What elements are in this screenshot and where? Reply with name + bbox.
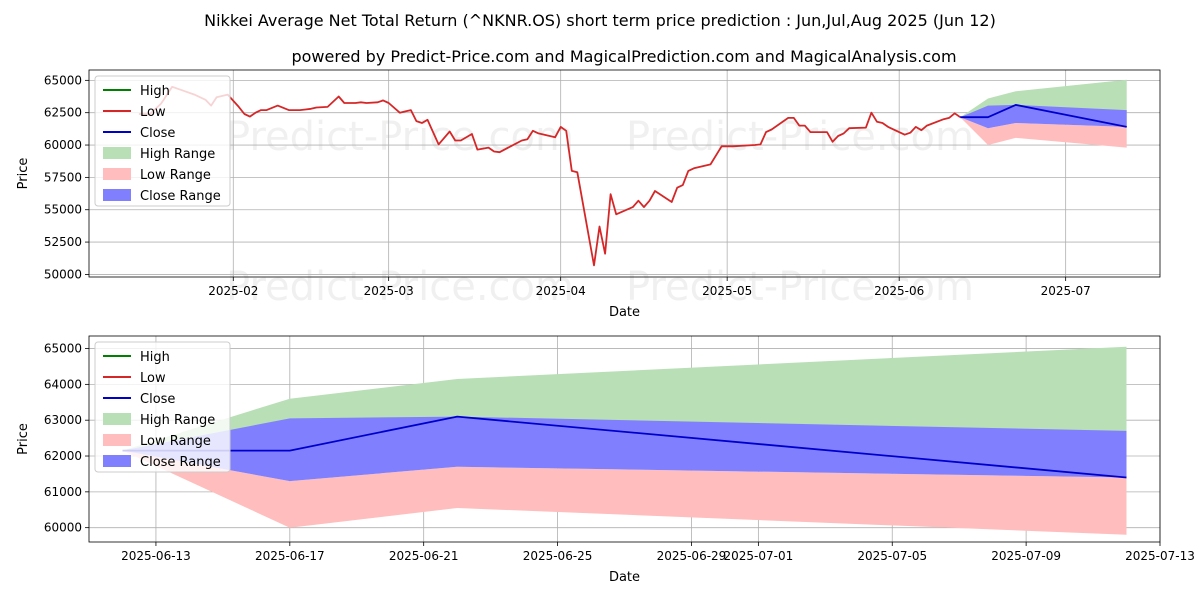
low-range-band — [122, 450, 1127, 535]
y-tick-label: 60000 — [44, 521, 82, 535]
legend-label: Low — [140, 105, 166, 120]
x-tick-label: 2025-06-13 — [121, 549, 191, 563]
x-tick-label: 2025-07-13 — [1125, 549, 1195, 563]
legend-label: Low Range — [140, 434, 211, 449]
legend-swatch — [103, 168, 131, 180]
plot-area — [138, 79, 1127, 267]
legend-label: Close — [140, 126, 175, 141]
x-axis-label: Date — [609, 305, 640, 320]
y-tick-label: 61000 — [44, 485, 82, 499]
y-tick-label: 62500 — [44, 106, 82, 120]
y-tick-label: 64000 — [44, 377, 82, 391]
y-tick-label: 52500 — [44, 235, 82, 249]
x-tick-label: 2025-06-29 — [657, 549, 727, 563]
x-tick-label: 2025-07-01 — [724, 549, 794, 563]
x-tick-label: 2025-05 — [702, 284, 752, 298]
watermark-text: Predict-Price.com — [226, 264, 574, 310]
legend-label: High Range — [140, 147, 215, 162]
x-tick-label: 2025-06-25 — [523, 549, 593, 563]
y-tick-label: 57500 — [44, 170, 82, 184]
y-tick-label: 63000 — [44, 413, 82, 427]
x-tick-label: 2025-06 — [874, 284, 924, 298]
x-tick-label: 2025-07-05 — [857, 549, 927, 563]
watermark-text: Predict-Price.com — [626, 114, 974, 160]
y-tick-label: 55000 — [44, 203, 82, 217]
x-tick-label: 2025-07 — [1041, 284, 1091, 298]
legend-label: High — [140, 350, 170, 365]
plot-frame — [88, 335, 1161, 543]
y-tick-label: 50000 — [44, 267, 82, 281]
x-tick-label: 2025-03 — [364, 284, 414, 298]
y-tick-label: 62000 — [44, 449, 82, 463]
legend-swatch — [103, 189, 131, 201]
x-tick-label: 2025-06-17 — [255, 549, 325, 563]
x-tick-label: 2025-06-21 — [389, 549, 459, 563]
watermark-text: Predict-Price.com — [626, 264, 974, 310]
plot-area — [122, 346, 1127, 535]
legend-label: Low — [140, 371, 166, 386]
y-axis-label: Price — [16, 423, 31, 455]
legend-swatch — [103, 147, 131, 159]
low-series-line — [138, 85, 961, 267]
bottom-panel: Predict-Price.comPredict-Price.com2025-0… — [16, 335, 1195, 585]
y-tick-label: 65000 — [44, 73, 82, 87]
legend-label: Close — [140, 392, 175, 407]
legend-label: Low Range — [140, 168, 211, 183]
x-tick-label: 2025-04 — [536, 284, 586, 298]
legend-label: High Range — [140, 413, 215, 428]
watermark-text: Predict-Price.com — [226, 114, 574, 160]
x-tick-label: 2025-02 — [208, 284, 258, 298]
top-panel: Predict-Price.com Predict-Price.com Predic… — [16, 69, 1161, 320]
legend-swatch — [103, 434, 131, 446]
close-series-line — [960, 104, 1127, 128]
legend-swatch — [103, 413, 131, 425]
chart-subtitle: powered by Predict-Price.com and Magical… — [291, 47, 956, 66]
x-axis-label: Date — [609, 570, 640, 585]
low-range-band — [960, 117, 1127, 148]
y-tick-label: 65000 — [44, 342, 82, 356]
y-tick-label: 60000 — [44, 138, 82, 152]
legend-label: Close Range — [140, 455, 221, 470]
legend-swatch — [103, 455, 131, 467]
legend-label: Close Range — [140, 189, 221, 204]
plot-frame — [88, 69, 1161, 278]
legend-label: High — [140, 84, 170, 99]
x-tick-label: 2025-07-09 — [991, 549, 1061, 563]
y-axis-label: Price — [16, 158, 31, 190]
chart-title: Nikkei Average Net Total Return (^NKNR.O… — [204, 11, 996, 30]
